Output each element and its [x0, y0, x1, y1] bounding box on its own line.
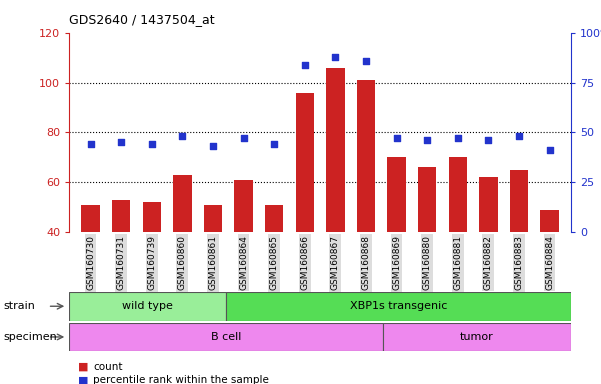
Text: GSM160864: GSM160864 [239, 235, 248, 290]
Bar [226, 292, 571, 321]
Text: B cell: B cell [211, 332, 241, 342]
Bar [383, 323, 571, 351]
Point [423, 137, 432, 144]
Text: wild type: wild type [122, 301, 173, 311]
Text: GSM160866: GSM160866 [300, 235, 310, 290]
Point [300, 61, 310, 68]
Text: specimen: specimen [3, 332, 56, 342]
Bar [540, 210, 559, 232]
Bar [69, 292, 226, 321]
Bar [357, 80, 375, 232]
Point [147, 141, 156, 147]
Text: GSM160882: GSM160882 [484, 235, 493, 290]
Text: GSM160865: GSM160865 [270, 235, 279, 290]
Text: GSM160730: GSM160730 [86, 235, 95, 290]
Text: GSM160867: GSM160867 [331, 235, 340, 290]
Text: GSM160880: GSM160880 [423, 235, 432, 290]
Point [269, 141, 279, 147]
Text: GSM160869: GSM160869 [392, 235, 401, 290]
Bar [326, 68, 344, 232]
Bar [388, 157, 406, 232]
Text: GSM160860: GSM160860 [178, 235, 187, 290]
Bar [296, 93, 314, 232]
Point [239, 136, 248, 142]
Text: GSM160739: GSM160739 [147, 235, 156, 290]
Bar [81, 205, 100, 232]
Text: GSM160884: GSM160884 [545, 235, 554, 290]
Text: GSM160861: GSM160861 [209, 235, 218, 290]
Point [484, 137, 493, 144]
Bar [479, 177, 498, 232]
Bar [112, 200, 130, 232]
Bar [173, 175, 192, 232]
Bar [142, 202, 161, 232]
Point [545, 147, 554, 154]
Text: ■: ■ [78, 362, 88, 372]
Point [177, 133, 187, 139]
Point [361, 58, 371, 64]
Text: GSM160868: GSM160868 [361, 235, 370, 290]
Bar [265, 205, 283, 232]
Bar [448, 157, 467, 232]
Bar [510, 170, 528, 232]
Text: ■: ■ [78, 375, 88, 384]
Text: GSM160881: GSM160881 [453, 235, 462, 290]
Text: tumor: tumor [460, 332, 494, 342]
Text: strain: strain [3, 301, 35, 311]
Bar [204, 205, 222, 232]
Point [208, 143, 218, 149]
Point [86, 141, 96, 147]
Bar [234, 180, 252, 232]
Bar [69, 323, 383, 351]
Text: GDS2640 / 1437504_at: GDS2640 / 1437504_at [69, 13, 215, 26]
Point [331, 53, 340, 60]
Point [514, 133, 523, 139]
Text: GSM160883: GSM160883 [514, 235, 523, 290]
Point [117, 139, 126, 146]
Point [453, 136, 463, 142]
Bar [418, 167, 436, 232]
Text: XBP1s transgenic: XBP1s transgenic [350, 301, 447, 311]
Point [392, 136, 401, 142]
Text: count: count [93, 362, 123, 372]
Text: percentile rank within the sample: percentile rank within the sample [93, 375, 269, 384]
Text: GSM160731: GSM160731 [117, 235, 126, 290]
